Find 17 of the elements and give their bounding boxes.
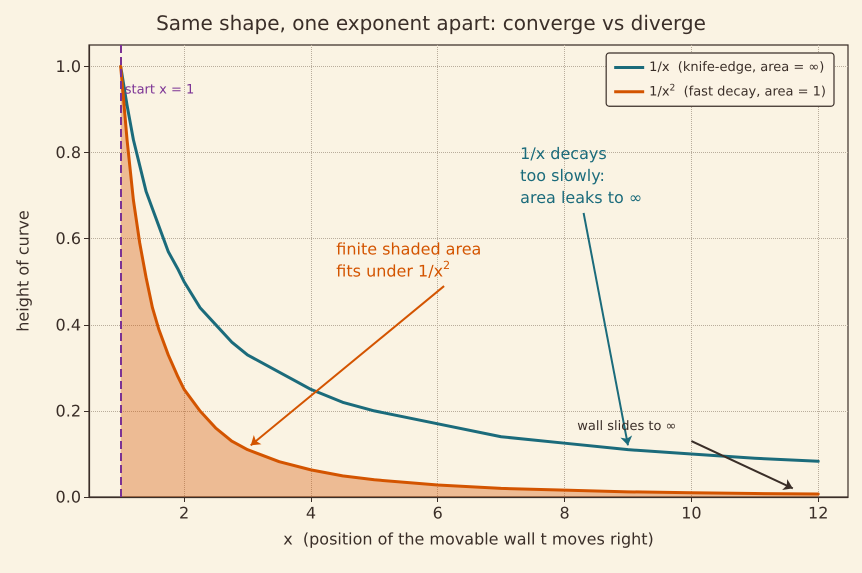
y-tick-label: 0.6 [56, 229, 81, 248]
x-tick-label: 4 [306, 504, 316, 522]
x-tick-label: 12 [808, 504, 828, 522]
x-tick-label: 2 [179, 504, 190, 522]
y-tick-label: 0.0 [56, 488, 81, 506]
annotation: 1/x decays too slowly: area leaks to ∞ [520, 144, 642, 208]
y-axis-title: height of curve [14, 210, 32, 332]
chart-title: Same shape, one exponent apart: converge vs diverge [156, 11, 706, 35]
y-tick-label: 1.0 [56, 57, 81, 76]
y-tick-label: 0.8 [56, 143, 81, 162]
y-tick-label: 0.4 [56, 315, 81, 334]
y-tick-label: 0.2 [56, 401, 81, 420]
x-tick-label: 10 [681, 504, 702, 522]
x-tick-label: 6 [432, 504, 443, 522]
legend-label: 1/x (knife-edge, area = ∞) [649, 60, 824, 75]
x-axis-title: x (position of the movable wall t moves right) [283, 530, 654, 548]
x-tick-label: 8 [559, 504, 570, 522]
